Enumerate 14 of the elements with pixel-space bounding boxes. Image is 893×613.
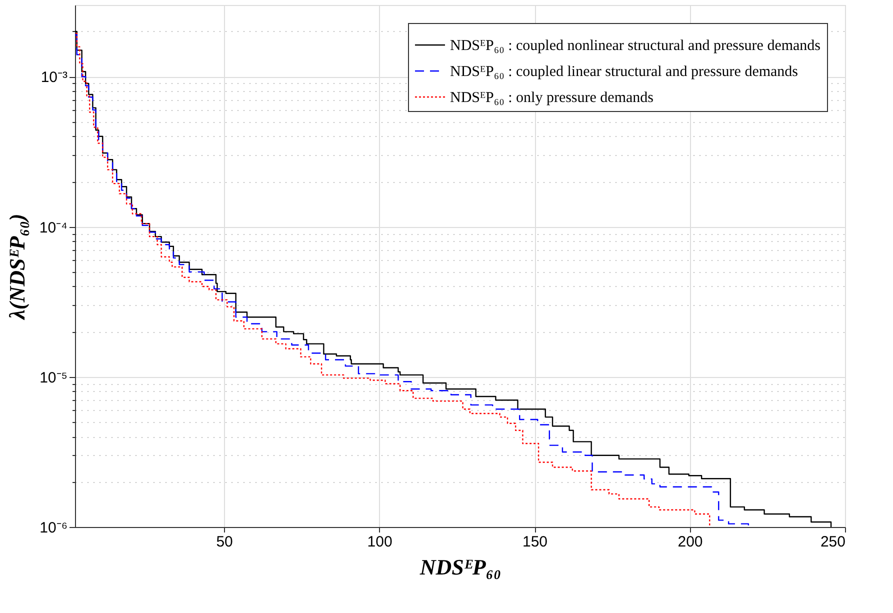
y-axis-title: λ(NDSᴱP₆₀) [4, 214, 30, 320]
y-tick-label: 10⁻⁴ [39, 219, 68, 236]
x-tick-label: 250 [820, 534, 846, 550]
x-tick-label: 150 [522, 534, 548, 550]
legend-label: NDSᴱP₆₀ : only pressure demands [450, 90, 654, 106]
x-axis-title: NDSᴱP₆₀ [418, 554, 502, 580]
x-tick-label: 100 [367, 534, 392, 550]
x-tick-label: 200 [678, 534, 703, 550]
y-tick-label: 10⁻⁶ [40, 520, 68, 536]
legend-label: NDSᴱP₆₀ : coupled linear structural and pressure demands [450, 64, 798, 80]
y-tick-label: 10⁻⁵ [40, 369, 68, 386]
x-tick-label: 50 [216, 534, 233, 550]
legend-label: NDSᴱP₆₀ : coupled nonlinear structural and pressure demands [450, 38, 821, 54]
y-tick-label: 10⁻³ [40, 69, 68, 86]
